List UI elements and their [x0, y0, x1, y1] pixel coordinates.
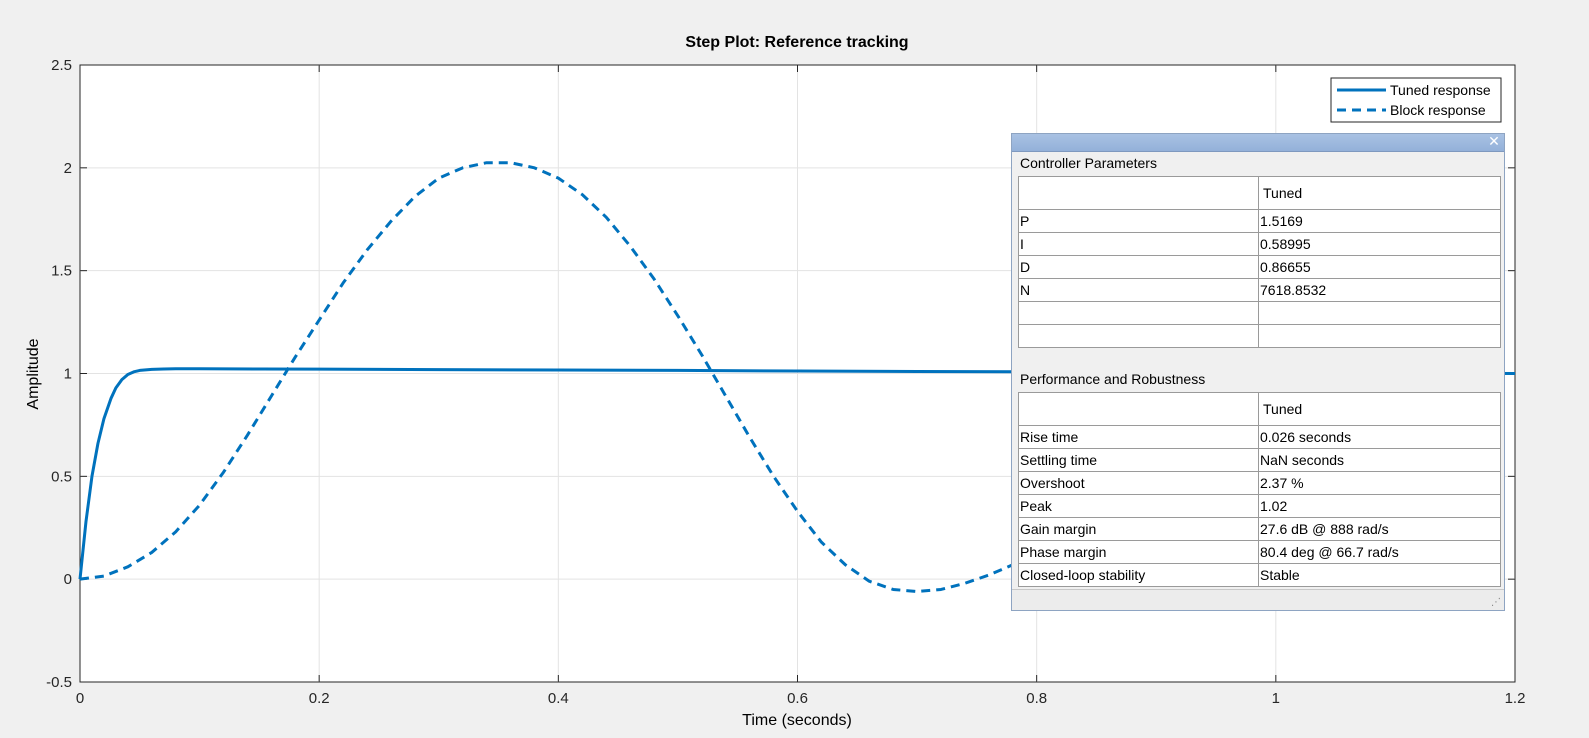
metric-name: Closed-loop stability — [1018, 563, 1259, 587]
y-tick-label: -0.5 — [46, 674, 72, 691]
table-row: Rise time 0.026 seconds — [1018, 425, 1501, 449]
metric-name: Rise time — [1018, 425, 1259, 449]
y-tick-label: 0.5 — [51, 468, 72, 485]
table-header-empty — [1018, 176, 1259, 210]
chart-title: Step Plot: Reference tracking — [685, 34, 908, 51]
series-line-block-response[interactable] — [79, 161, 1038, 594]
table-row: Gain margin 27.6 dB @ 888 rad/s — [1018, 517, 1501, 541]
param-name: N — [1018, 278, 1259, 302]
metric-value: 27.6 dB @ 888 rad/s — [1258, 517, 1501, 541]
x-tick-label: 1.2 — [1505, 690, 1526, 707]
param-name: P — [1018, 209, 1259, 233]
table-row — [1018, 301, 1501, 325]
performance-robustness-table: Tuned Rise time 0.026 seconds Settling ti… — [1018, 392, 1501, 587]
x-tick-label: 0.8 — [1026, 690, 1047, 707]
legend[interactable]: Tuned response Block response — [1330, 77, 1502, 123]
table-row: Overshoot 2.37 % — [1018, 471, 1501, 495]
param-name — [1018, 301, 1259, 325]
metric-name: Gain margin — [1018, 517, 1259, 541]
param-value: 1.5169 — [1258, 209, 1501, 233]
table-row — [1018, 324, 1501, 348]
table-header-empty — [1018, 392, 1259, 426]
table-header-tuned: Tuned — [1258, 392, 1501, 426]
metric-name: Peak — [1018, 494, 1259, 518]
x-axis-label: Time (seconds) — [742, 712, 852, 729]
x-tick-label: 0.2 — [309, 690, 330, 707]
table-row: Closed-loop stability Stable — [1018, 563, 1501, 587]
param-value: 7618.8532 — [1258, 278, 1501, 302]
table-row: Phase margin 80.4 deg @ 66.7 rad/s — [1018, 540, 1501, 564]
table-row: Settling time NaN seconds — [1018, 448, 1501, 472]
close-icon[interactable]: ✕ — [1488, 134, 1500, 150]
table-row: I 0.58995 — [1018, 232, 1501, 256]
table-row: P 1.5169 — [1018, 209, 1501, 233]
x-tick-label: 1 — [1272, 690, 1280, 707]
table-row: Peak 1.02 — [1018, 494, 1501, 518]
param-value: 0.58995 — [1258, 232, 1501, 256]
y-tick-label: 0 — [64, 571, 72, 588]
table-header-tuned: Tuned — [1258, 176, 1501, 210]
legend-label-tuned: Tuned response — [1390, 82, 1491, 98]
panel-footer: ⋰ — [1012, 589, 1504, 610]
series-line-tuned-response[interactable] — [78, 367, 1516, 580]
param-value: 0.86655 — [1258, 255, 1501, 279]
x-tick-label: 0 — [76, 690, 84, 707]
panel-titlebar[interactable]: ✕ — [1012, 134, 1504, 152]
table-row: N 7618.8532 — [1018, 278, 1501, 302]
metric-value: 0.026 seconds — [1258, 425, 1501, 449]
legend-label-block: Block response — [1390, 102, 1486, 118]
resize-grip-icon[interactable]: ⋰ — [1491, 597, 1501, 608]
controller-parameters-title: Controller Parameters — [1020, 155, 1157, 171]
y-tick-label: 2.5 — [51, 57, 72, 74]
x-tick-label: 0.6 — [787, 690, 808, 707]
metric-name: Settling time — [1018, 448, 1259, 472]
metric-value: 2.37 % — [1258, 471, 1501, 495]
series-lines — [78, 161, 1516, 594]
y-tick-label: 1.5 — [51, 263, 72, 280]
metric-value: NaN seconds — [1258, 448, 1501, 472]
metric-value: Stable — [1258, 563, 1501, 587]
y-tick-label: 2 — [64, 160, 72, 177]
legend-box — [1330, 77, 1502, 123]
controller-parameters-table: Tuned P 1.5169 I 0.58995 D 0.86655 N 7618.85… — [1018, 176, 1501, 348]
param-name — [1018, 324, 1259, 348]
table-header-row: Tuned — [1018, 176, 1501, 210]
metric-name: Overshoot — [1018, 471, 1259, 495]
param-name: I — [1018, 232, 1259, 256]
param-value — [1258, 324, 1501, 348]
x-tick-label: 0.4 — [548, 690, 569, 707]
metric-value: 1.02 — [1258, 494, 1501, 518]
axis-ticks: 0 0.2 0.4 0.6 0.8 1 1.2-0.500.511.522.5 — [46, 57, 1525, 707]
metric-value: 80.4 deg @ 66.7 rad/s — [1258, 540, 1501, 564]
performance-robustness-title: Performance and Robustness — [1020, 371, 1206, 387]
y-axis-label: Amplitude — [25, 338, 42, 409]
y-tick-label: 1 — [64, 366, 72, 383]
param-name: D — [1018, 255, 1259, 279]
param-value — [1258, 301, 1501, 325]
metric-name: Phase margin — [1018, 540, 1259, 564]
table-row: D 0.86655 — [1018, 255, 1501, 279]
table-header-row: Tuned — [1018, 392, 1501, 426]
